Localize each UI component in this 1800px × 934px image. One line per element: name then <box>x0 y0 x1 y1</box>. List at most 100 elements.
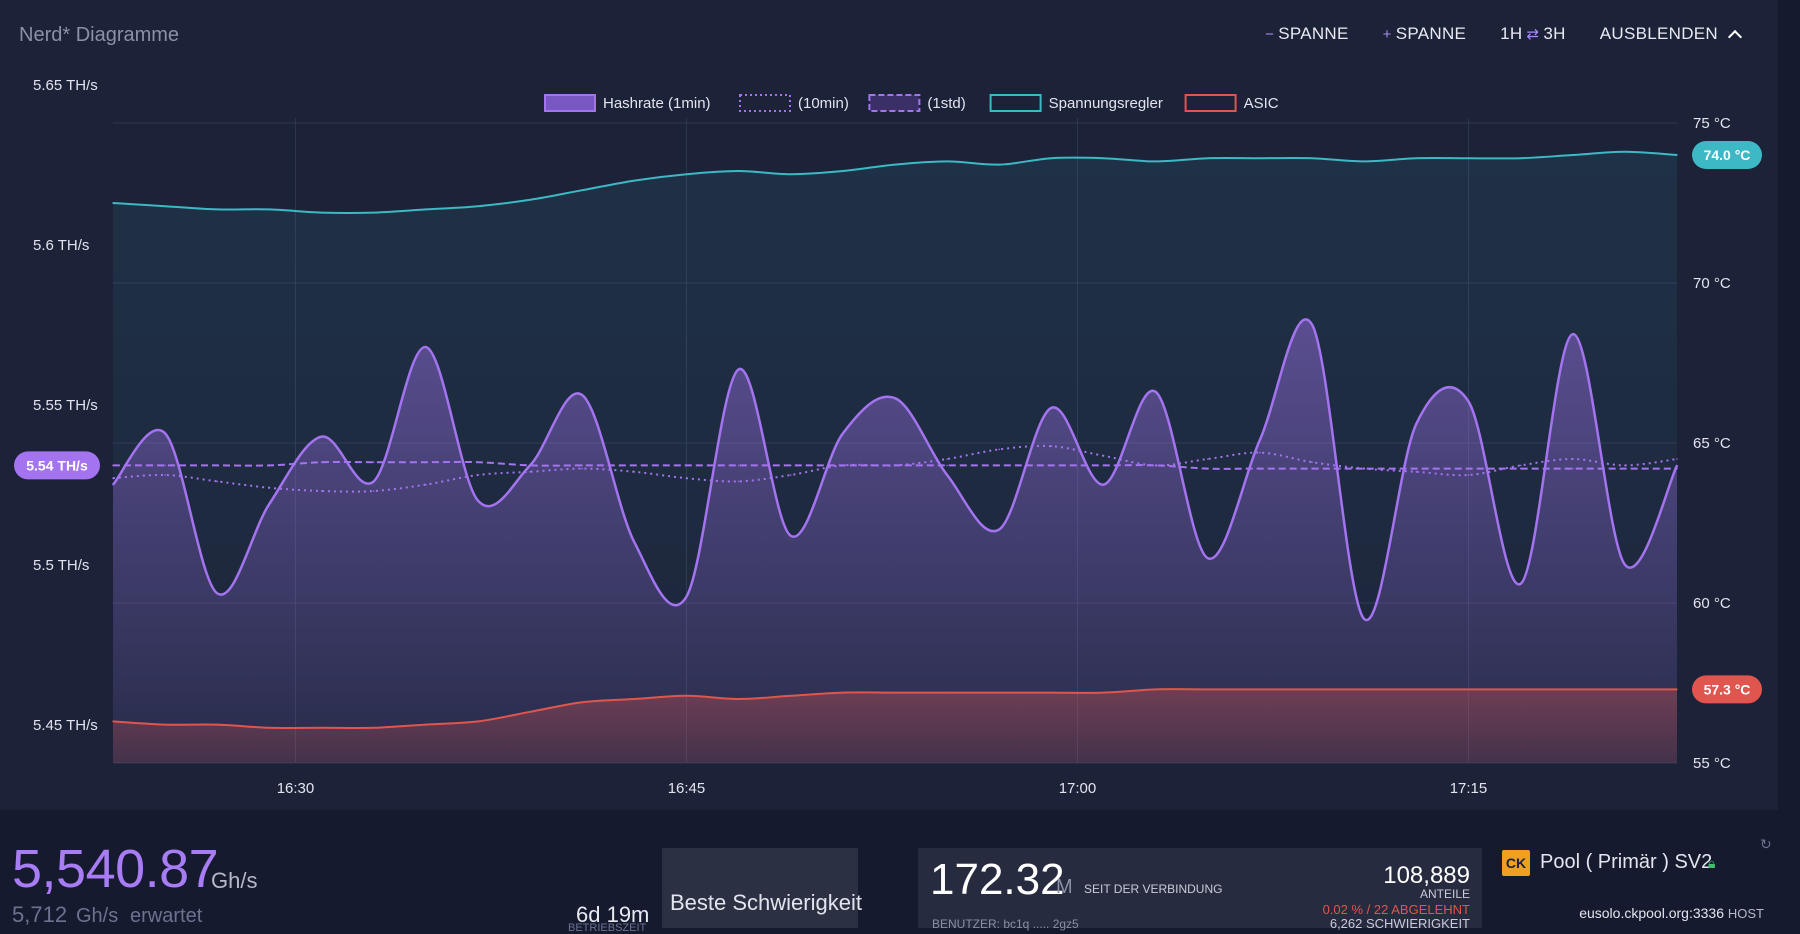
data-point <box>1102 455 1105 457</box>
refresh-icon[interactable]: ↻ <box>1760 836 1772 852</box>
data-point <box>789 535 792 537</box>
data-point <box>268 503 271 505</box>
current-asic-badge: 57.3 °C <box>1704 681 1751 697</box>
data-point <box>164 723 166 726</box>
page-title: Nerd* Diagramme <box>19 24 180 46</box>
data-point <box>1519 464 1522 467</box>
data-point <box>372 490 375 492</box>
hide-label: AUSBLENDEN <box>1599 24 1718 43</box>
data-point <box>216 208 219 211</box>
data-point <box>164 464 166 467</box>
data-point <box>112 202 114 204</box>
data-point <box>633 471 636 473</box>
data-point <box>1259 688 1261 691</box>
data-point <box>685 695 688 697</box>
data-point <box>737 170 740 172</box>
increase-span-label: SPANNE <box>1395 24 1467 43</box>
data-point <box>529 471 531 473</box>
x-tick-label: 16:30 <box>277 780 315 797</box>
y-right-tick-label: 70 °C <box>1693 275 1731 292</box>
data-point <box>998 163 1001 166</box>
uptime-label: BETRIEBSZEIT <box>568 922 647 934</box>
data-point <box>268 727 271 729</box>
share-difficulty: 6,262 SCHWIERIGKEIT <box>1329 916 1470 931</box>
data-point <box>372 211 375 214</box>
legend-asic-swatch <box>1184 94 1237 112</box>
data-point <box>1415 688 1418 691</box>
data-point <box>320 727 323 729</box>
expected-label: erwartet <box>130 905 203 927</box>
data-point <box>685 173 688 175</box>
data-point <box>998 464 1001 467</box>
data-point <box>1050 157 1053 159</box>
data-point <box>633 541 636 543</box>
legend-spannungsregler-label: Spannungsregler <box>1049 95 1163 112</box>
data-point <box>789 474 792 476</box>
data-point <box>529 464 531 467</box>
data-point <box>1311 467 1313 470</box>
data-point <box>1624 563 1626 566</box>
lock-icon: 🔒︎ <box>1708 855 1716 871</box>
y-left-tick-label: 5.6 TH/s <box>33 237 89 254</box>
series-line-hashrate <box>112 318 1679 622</box>
x-tick-label: 16:45 <box>668 780 706 797</box>
y-right-tick-label: 55 °C <box>1693 755 1731 772</box>
data-point <box>1363 467 1365 470</box>
data-point <box>320 211 323 214</box>
current-hashrate-badge: 5.54 TH/s <box>26 457 88 473</box>
data-point <box>1519 467 1522 470</box>
range-toggle-button[interactable]: 1H ⇄ 3H <box>1500 24 1566 44</box>
data-point <box>946 458 948 460</box>
data-point <box>1415 471 1418 473</box>
data-point <box>581 394 583 396</box>
data-point <box>737 464 740 467</box>
data-point <box>737 698 740 700</box>
legend-1std-label: (1std) <box>927 95 965 112</box>
data-point <box>789 173 792 175</box>
data-point <box>529 711 531 713</box>
increase-span-button[interactable]: + SPANNE <box>1383 24 1467 44</box>
current-vr-badge: 74.0 °C <box>1704 147 1751 163</box>
data-point <box>946 160 948 163</box>
data-point <box>164 474 166 476</box>
data-point <box>112 483 114 486</box>
asic-area <box>113 689 1677 763</box>
decrease-span-button[interactable]: − SPANNE <box>1265 24 1349 44</box>
hashrate-value: 5,540.87 <box>12 839 219 899</box>
data-point <box>1050 691 1053 694</box>
data-point <box>425 723 427 726</box>
shares-value: 108,889 <box>1383 862 1470 889</box>
data-point <box>998 448 1001 451</box>
data-point <box>268 208 271 211</box>
hide-chart-button[interactable]: AUSBLENDEN <box>1599 24 1743 44</box>
pool-name: Pool ( Primär ) SV2 <box>1540 851 1713 873</box>
data-point <box>164 432 166 435</box>
expected-hashrate-unit: Gh/s <box>76 905 119 927</box>
data-point <box>1154 391 1157 393</box>
data-point <box>581 189 583 191</box>
data-point <box>1676 464 1678 467</box>
data-point <box>1311 688 1313 691</box>
data-point <box>894 464 896 467</box>
data-point <box>581 464 583 467</box>
data-point <box>1311 157 1313 159</box>
data-point <box>1467 688 1470 691</box>
data-point <box>685 477 688 480</box>
data-point <box>1363 160 1365 163</box>
data-point <box>842 691 844 694</box>
page-edge <box>1778 0 1800 928</box>
data-point <box>633 464 636 467</box>
data-point <box>1102 483 1105 486</box>
hashrate-area <box>113 319 1677 763</box>
data-point <box>1415 157 1418 159</box>
x-tick-label: 17:00 <box>1059 780 1097 797</box>
data-point <box>477 205 479 207</box>
data-point <box>1571 333 1574 335</box>
data-point <box>1571 458 1574 460</box>
since-connection-unit: M <box>1056 876 1073 898</box>
data-point <box>112 464 114 467</box>
data-point <box>1415 423 1418 425</box>
best-difficulty-card[interactable] <box>662 848 858 928</box>
data-point <box>894 163 896 166</box>
data-point <box>477 461 479 464</box>
